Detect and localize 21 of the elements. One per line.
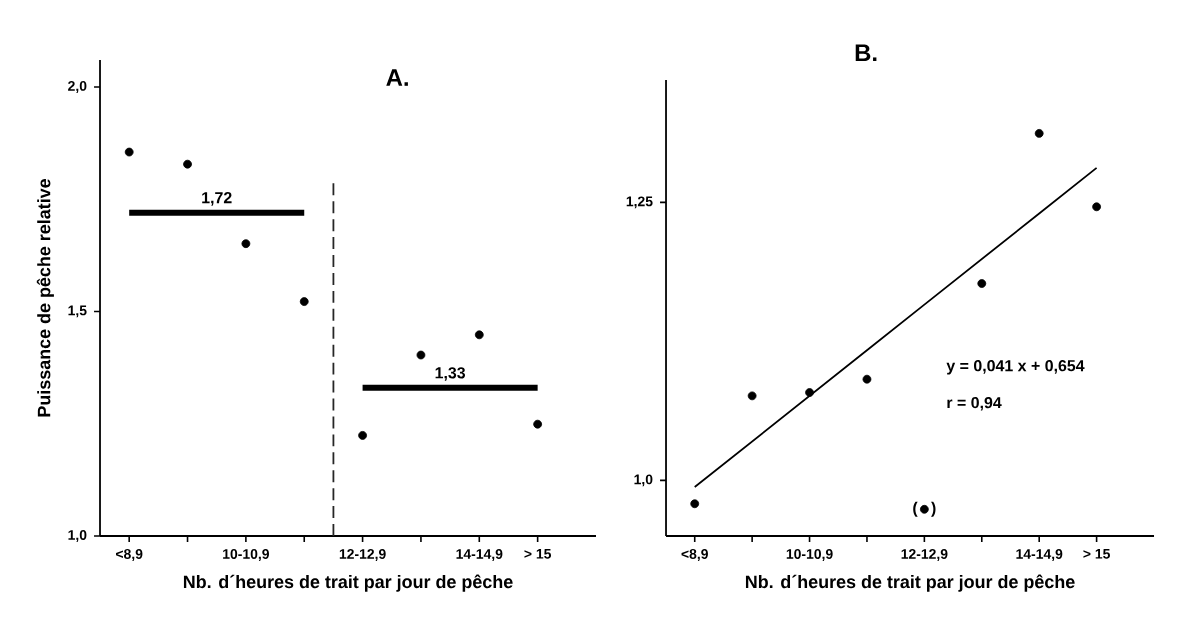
point <box>690 499 700 509</box>
y-axis-title: Puissance de pêche relative <box>36 179 54 417</box>
point <box>919 504 929 514</box>
point <box>183 159 192 169</box>
point <box>977 279 987 288</box>
point <box>747 391 757 401</box>
chart-title: A. <box>386 69 408 86</box>
chart-title: B. <box>855 44 877 61</box>
point <box>124 147 134 157</box>
point <box>474 330 484 340</box>
point <box>862 374 872 384</box>
point <box>241 239 251 249</box>
point <box>1092 202 1101 212</box>
point <box>416 350 426 360</box>
point <box>1034 129 1044 138</box>
point <box>805 388 814 397</box>
x-axis-title: Nb. d´heures de trait par jour de pêche <box>745 574 1075 592</box>
point <box>533 419 543 429</box>
point <box>358 431 367 440</box>
point <box>299 297 309 306</box>
x-axis-title: Nb. d´heures de trait par jour de pêche <box>183 574 513 592</box>
